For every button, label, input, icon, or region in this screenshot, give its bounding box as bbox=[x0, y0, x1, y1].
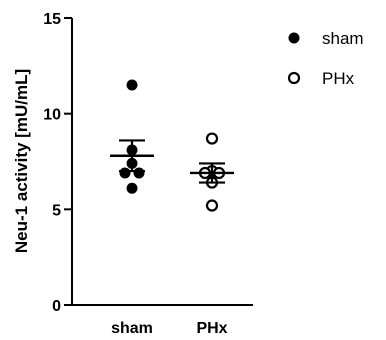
data-point-phx bbox=[205, 199, 219, 212]
y-axis-label: Neu-1 activity [mU/mL] bbox=[12, 69, 31, 253]
legend-label-phx: PHx bbox=[322, 69, 355, 88]
error-bars bbox=[110, 139, 234, 184]
x-tick-label: PHx bbox=[196, 320, 227, 337]
legend: sham PHx bbox=[287, 29, 364, 88]
data-point-phx bbox=[205, 132, 219, 145]
y-tick-label: 15 bbox=[43, 11, 61, 28]
y-tick-label: 0 bbox=[52, 298, 61, 315]
data-points bbox=[119, 79, 226, 212]
x-axis: sham PHx bbox=[72, 304, 253, 337]
data-point-sham bbox=[126, 79, 138, 91]
legend-label-sham: sham bbox=[322, 29, 364, 48]
y-axis: 0 5 10 15 bbox=[43, 11, 73, 315]
legend-marker-sham bbox=[288, 32, 300, 44]
data-point-sham bbox=[119, 167, 131, 179]
legend-marker-phx bbox=[287, 71, 301, 85]
data-point-sham bbox=[126, 182, 138, 194]
y-tick-label: 5 bbox=[52, 202, 61, 219]
data-point-sham bbox=[133, 167, 145, 179]
y-tick-label: 10 bbox=[43, 107, 61, 124]
x-tick-label: sham bbox=[111, 320, 153, 337]
